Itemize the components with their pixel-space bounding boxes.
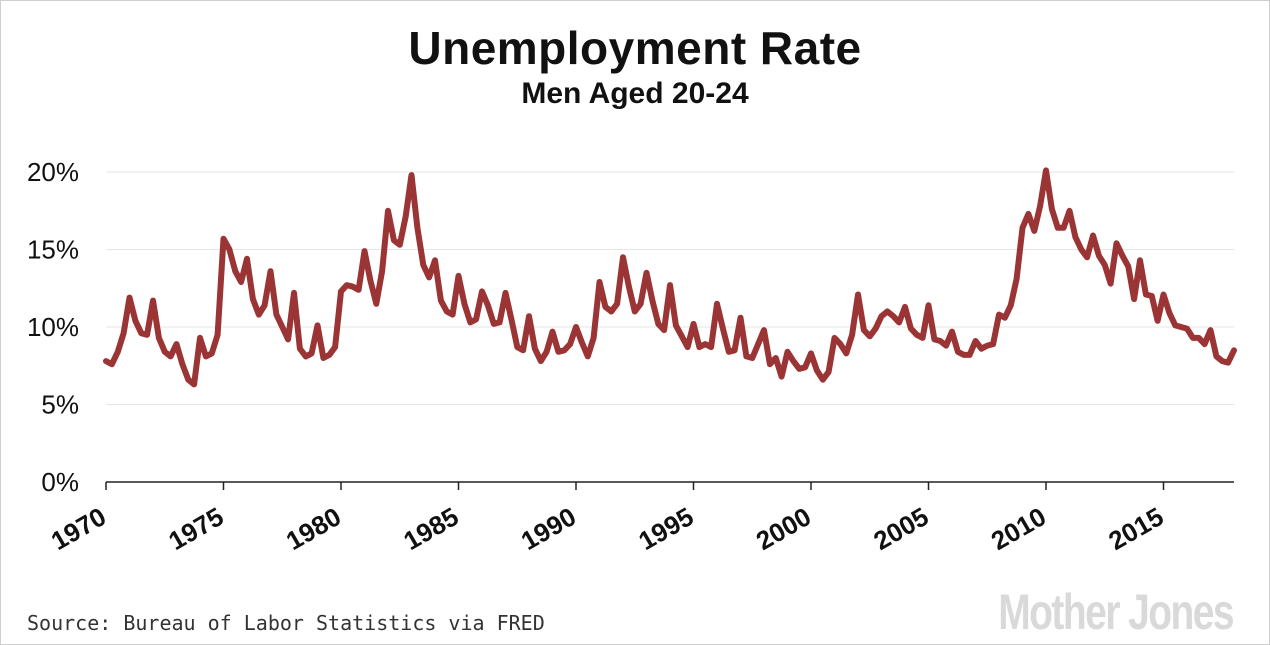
- y-tick-label: 10%: [27, 312, 79, 342]
- source-note: Source: Bureau of Labor Statistics via F…: [27, 611, 545, 635]
- x-axis-tick-labels: 1970 1975 1980 1985 1990 1995 2000 2005 2010 2015: [46, 501, 1169, 556]
- chart-title: Unemployment Rate: [408, 22, 862, 74]
- x-tick-label: 1995: [633, 501, 698, 556]
- x-tick-label: 1990: [516, 501, 581, 556]
- y-tick-label: 0%: [41, 467, 79, 497]
- x-axis: [105, 481, 1234, 490]
- x-tick-label: 2005: [868, 501, 933, 556]
- mother-jones-logo: Mother Jones: [998, 584, 1234, 640]
- x-tick-label: 2000: [751, 501, 816, 556]
- x-tick-label: 1970: [46, 501, 111, 556]
- y-axis-tick-labels: 0% 5% 10% 15% 20%: [27, 157, 79, 497]
- y-tick-label: 20%: [27, 157, 79, 187]
- x-tick-label: 2015: [1103, 501, 1168, 556]
- y-tick-label: 5%: [41, 390, 79, 420]
- x-tick-label: 1985: [398, 501, 463, 556]
- series-line: [103, 167, 1237, 388]
- series-group: [103, 167, 1237, 388]
- y-tick-label: 15%: [27, 235, 79, 265]
- x-tick-label: 1975: [163, 501, 228, 556]
- chart-subtitle: Men Aged 20-24: [521, 77, 749, 110]
- x-tick-label: 2010: [986, 501, 1051, 556]
- x-tick-label: 1980: [281, 501, 346, 556]
